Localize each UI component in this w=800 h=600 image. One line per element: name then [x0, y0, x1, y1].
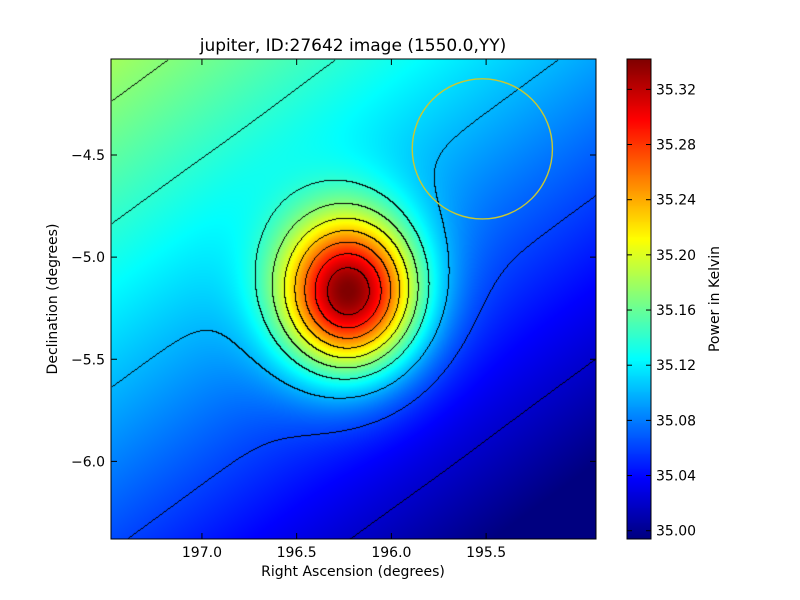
- colorbar-gradient: [627, 59, 651, 539]
- x-tick-label: 197.0: [182, 545, 222, 561]
- chart-title: jupiter, ID:27642 image (1550.0,YY): [199, 36, 507, 56]
- colorbar-tick-label: 35.16: [656, 303, 696, 319]
- plot-area: [110, 58, 597, 540]
- y-tick-label: −5.0: [71, 250, 105, 266]
- source-marker-circle: [411, 78, 554, 220]
- heatmap-image: [111, 59, 596, 539]
- x-axis: 197.0 196.5 196.0 195.5: [182, 59, 506, 561]
- colorbar-tick-label: 35.24: [656, 193, 696, 209]
- y-tick-label: −4.5: [71, 148, 105, 164]
- colorbar-tick-label: 35.00: [656, 524, 696, 540]
- colorbar-ticks: 35.00 35.04 35.08 35.12 35.16 35.20 35.24 35.28…: [627, 82, 696, 540]
- y-tick-label: −5.5: [71, 352, 105, 368]
- y-axis-label: Declination (degrees): [45, 224, 61, 375]
- colorbar-frame: [626, 58, 652, 540]
- x-tick-label: 195.5: [466, 545, 506, 561]
- y-axis: −4.5 −5.0 −5.5 −6.0: [71, 148, 596, 470]
- y-tick-label: −6.0: [71, 454, 105, 470]
- x-tick-label: 196.5: [277, 545, 317, 561]
- colorbar-tick-label: 35.20: [656, 248, 696, 264]
- plot-frame: [110, 58, 597, 540]
- colorbar-tick-label: 35.04: [656, 469, 696, 485]
- colorbar-label: Power in Kelvin: [707, 246, 723, 352]
- colorbar-tick-label: 35.08: [656, 413, 696, 429]
- x-axis-label: Right Ascension (degrees): [261, 564, 445, 580]
- colorbar: 35.00 35.04 35.08 35.12 35.16 35.20 35.24 35.28…: [626, 58, 723, 540]
- colorbar-tick-label: 35.32: [656, 82, 696, 98]
- colorbar-tick-label: 35.28: [656, 138, 696, 154]
- x-tick-label: 196.0: [371, 545, 411, 561]
- colorbar-tick-label: 35.12: [656, 358, 696, 374]
